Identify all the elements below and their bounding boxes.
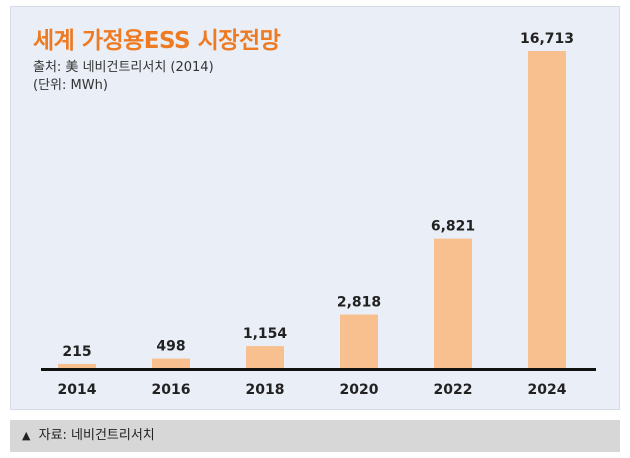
bar-2018 bbox=[246, 346, 284, 368]
chart-title: 세계 가정용ESS 시장전망 bbox=[33, 28, 281, 54]
image-caption: ▲ 자료: 네비건트리서치 bbox=[10, 420, 620, 452]
category-label-2014: 2014 bbox=[58, 382, 97, 398]
category-label-2022: 2022 bbox=[434, 382, 473, 398]
bar-2016 bbox=[152, 358, 190, 368]
value-label-2014: 215 bbox=[62, 344, 91, 360]
value-label-2020: 2,818 bbox=[337, 295, 381, 311]
category-label-2016: 2016 bbox=[152, 382, 191, 398]
bar-2020 bbox=[340, 314, 378, 368]
chart-unit: (단위: MWh) bbox=[33, 78, 108, 93]
category-label-2020: 2020 bbox=[340, 382, 379, 398]
chart-frame: 세계 가정용ESS 시장전망 출처: 美 네비건트리서치 (2014) (단위:… bbox=[10, 6, 620, 410]
bar-2022 bbox=[434, 238, 472, 368]
chart-source: 출처: 美 네비건트리서치 (2014) bbox=[33, 60, 214, 75]
value-label-2022: 6,821 bbox=[431, 219, 475, 235]
caption-text: 자료: 네비건트리서치 bbox=[38, 428, 155, 443]
value-label-2016: 498 bbox=[156, 339, 185, 355]
caption-marker-icon: ▲ bbox=[22, 429, 31, 442]
bar-chart: 215 2014 498 2016 1,154 2018 2,818 2020 6,821 202… bbox=[41, 31, 596, 398]
category-label-2018: 2018 bbox=[246, 382, 285, 398]
category-label-2024: 2024 bbox=[528, 382, 567, 398]
bar-2024 bbox=[528, 51, 566, 368]
value-label-2024: 16,713 bbox=[520, 31, 574, 47]
bar-2014 bbox=[58, 363, 96, 368]
value-label-2018: 1,154 bbox=[243, 326, 288, 342]
